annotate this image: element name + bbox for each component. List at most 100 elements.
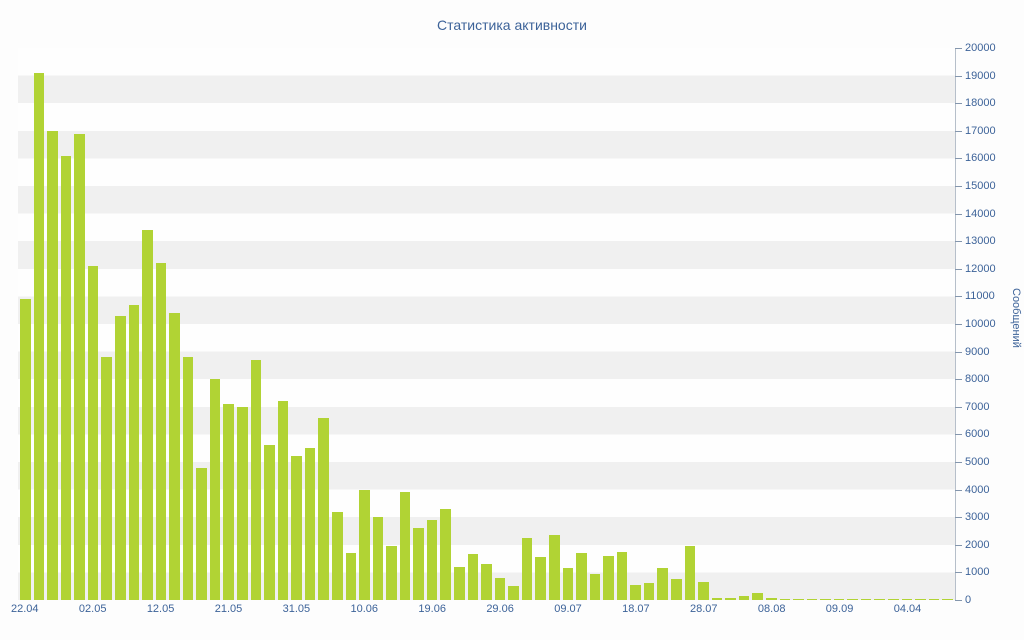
bars [18,48,955,600]
bar[interactable] [793,599,804,600]
bar[interactable] [209,379,221,600]
bar[interactable] [128,304,140,600]
bar[interactable] [671,579,682,600]
bar[interactable] [494,577,506,600]
bar[interactable] [833,598,845,600]
bar[interactable] [901,599,913,600]
y-tick-label: 2000 [965,538,990,551]
bar[interactable] [182,357,194,600]
bar[interactable] [114,315,126,600]
y-tick-mark [955,75,962,77]
y-tick-mark [955,544,962,546]
y-tick-label: 8000 [965,373,990,386]
bar[interactable] [196,467,207,600]
y-tick-mark [955,296,962,298]
bar[interactable] [616,551,628,600]
bar[interactable] [521,537,533,600]
bar[interactable] [576,553,587,600]
bar[interactable] [562,568,574,600]
y-tick-mark [955,158,962,160]
y-tick-label: 16000 [965,152,996,165]
y-tick-mark [955,379,962,381]
y-tick-mark [955,103,962,105]
bar[interactable] [657,568,668,600]
bar[interactable] [725,598,736,600]
y-tick-mark [955,48,962,49]
bar[interactable] [860,599,872,600]
bar[interactable] [20,299,31,600]
bar[interactable] [630,584,641,600]
bar[interactable] [250,359,262,600]
bar[interactable] [47,130,58,600]
bar[interactable] [386,546,397,600]
bar[interactable] [413,528,424,600]
y-tick-mark [955,130,962,132]
bar[interactable] [237,406,248,600]
bar[interactable] [318,417,329,600]
bar[interactable] [33,72,45,600]
bar[interactable] [874,598,885,600]
bar[interactable] [155,263,167,600]
y-tick-label: 13000 [965,235,996,248]
bar[interactable] [481,564,492,600]
bar[interactable] [74,133,85,600]
y-tick-mark [955,489,962,491]
bar[interactable] [928,599,940,600]
bar[interactable] [738,595,750,600]
bar[interactable] [87,266,99,600]
bar[interactable] [345,553,357,600]
bar[interactable] [508,586,519,600]
y-tick-mark [955,572,962,574]
bar[interactable] [426,519,438,600]
y-tick-label: 3000 [965,511,990,524]
bar[interactable] [711,597,723,600]
bar[interactable] [277,401,289,600]
y-tick-label: 12000 [965,262,996,275]
y-tick-label: 1000 [965,566,990,579]
bar[interactable] [820,598,831,600]
x-tick-label: 08.08 [757,603,786,615]
bar[interactable] [684,546,696,600]
y-tick-label: 11000 [965,290,995,303]
bar[interactable] [942,599,953,600]
x-tick-label: 09.09 [825,603,854,615]
bar[interactable] [548,535,560,600]
bar[interactable] [765,598,777,600]
bar[interactable] [643,583,655,600]
bar[interactable] [779,599,791,600]
bar[interactable] [698,582,709,600]
bar[interactable] [291,456,302,600]
bar[interactable] [915,599,926,600]
x-tick-label: 22.04 [11,603,39,615]
bar[interactable] [888,599,899,600]
bar[interactable] [589,573,601,600]
bar[interactable] [847,599,858,600]
bar[interactable] [223,404,234,600]
y-tick-label: 9000 [965,345,990,358]
bar[interactable] [142,230,153,600]
bar[interactable] [454,566,465,600]
y-tick-label: 18000 [965,97,996,110]
y-tick-label: 15000 [965,180,996,192]
bar[interactable] [101,357,112,600]
bar[interactable] [806,599,818,600]
bar[interactable] [264,445,275,600]
bar[interactable] [467,554,479,600]
bar[interactable] [752,593,763,600]
x-tick-label: 19.06 [418,603,446,615]
bar[interactable] [535,557,546,600]
bar[interactable] [372,517,384,600]
bar[interactable] [304,448,316,600]
y-tick-mark [955,213,962,215]
chart-title: Статистика активности [437,17,587,33]
bar[interactable] [331,511,343,600]
bar[interactable] [359,489,370,600]
bar[interactable] [440,508,451,600]
bar[interactable] [399,492,411,600]
y-tick-label: 17000 [965,124,996,137]
bar[interactable] [60,155,72,600]
y-tick-mark [955,241,962,243]
bar[interactable] [169,312,180,600]
bar[interactable] [603,555,614,600]
